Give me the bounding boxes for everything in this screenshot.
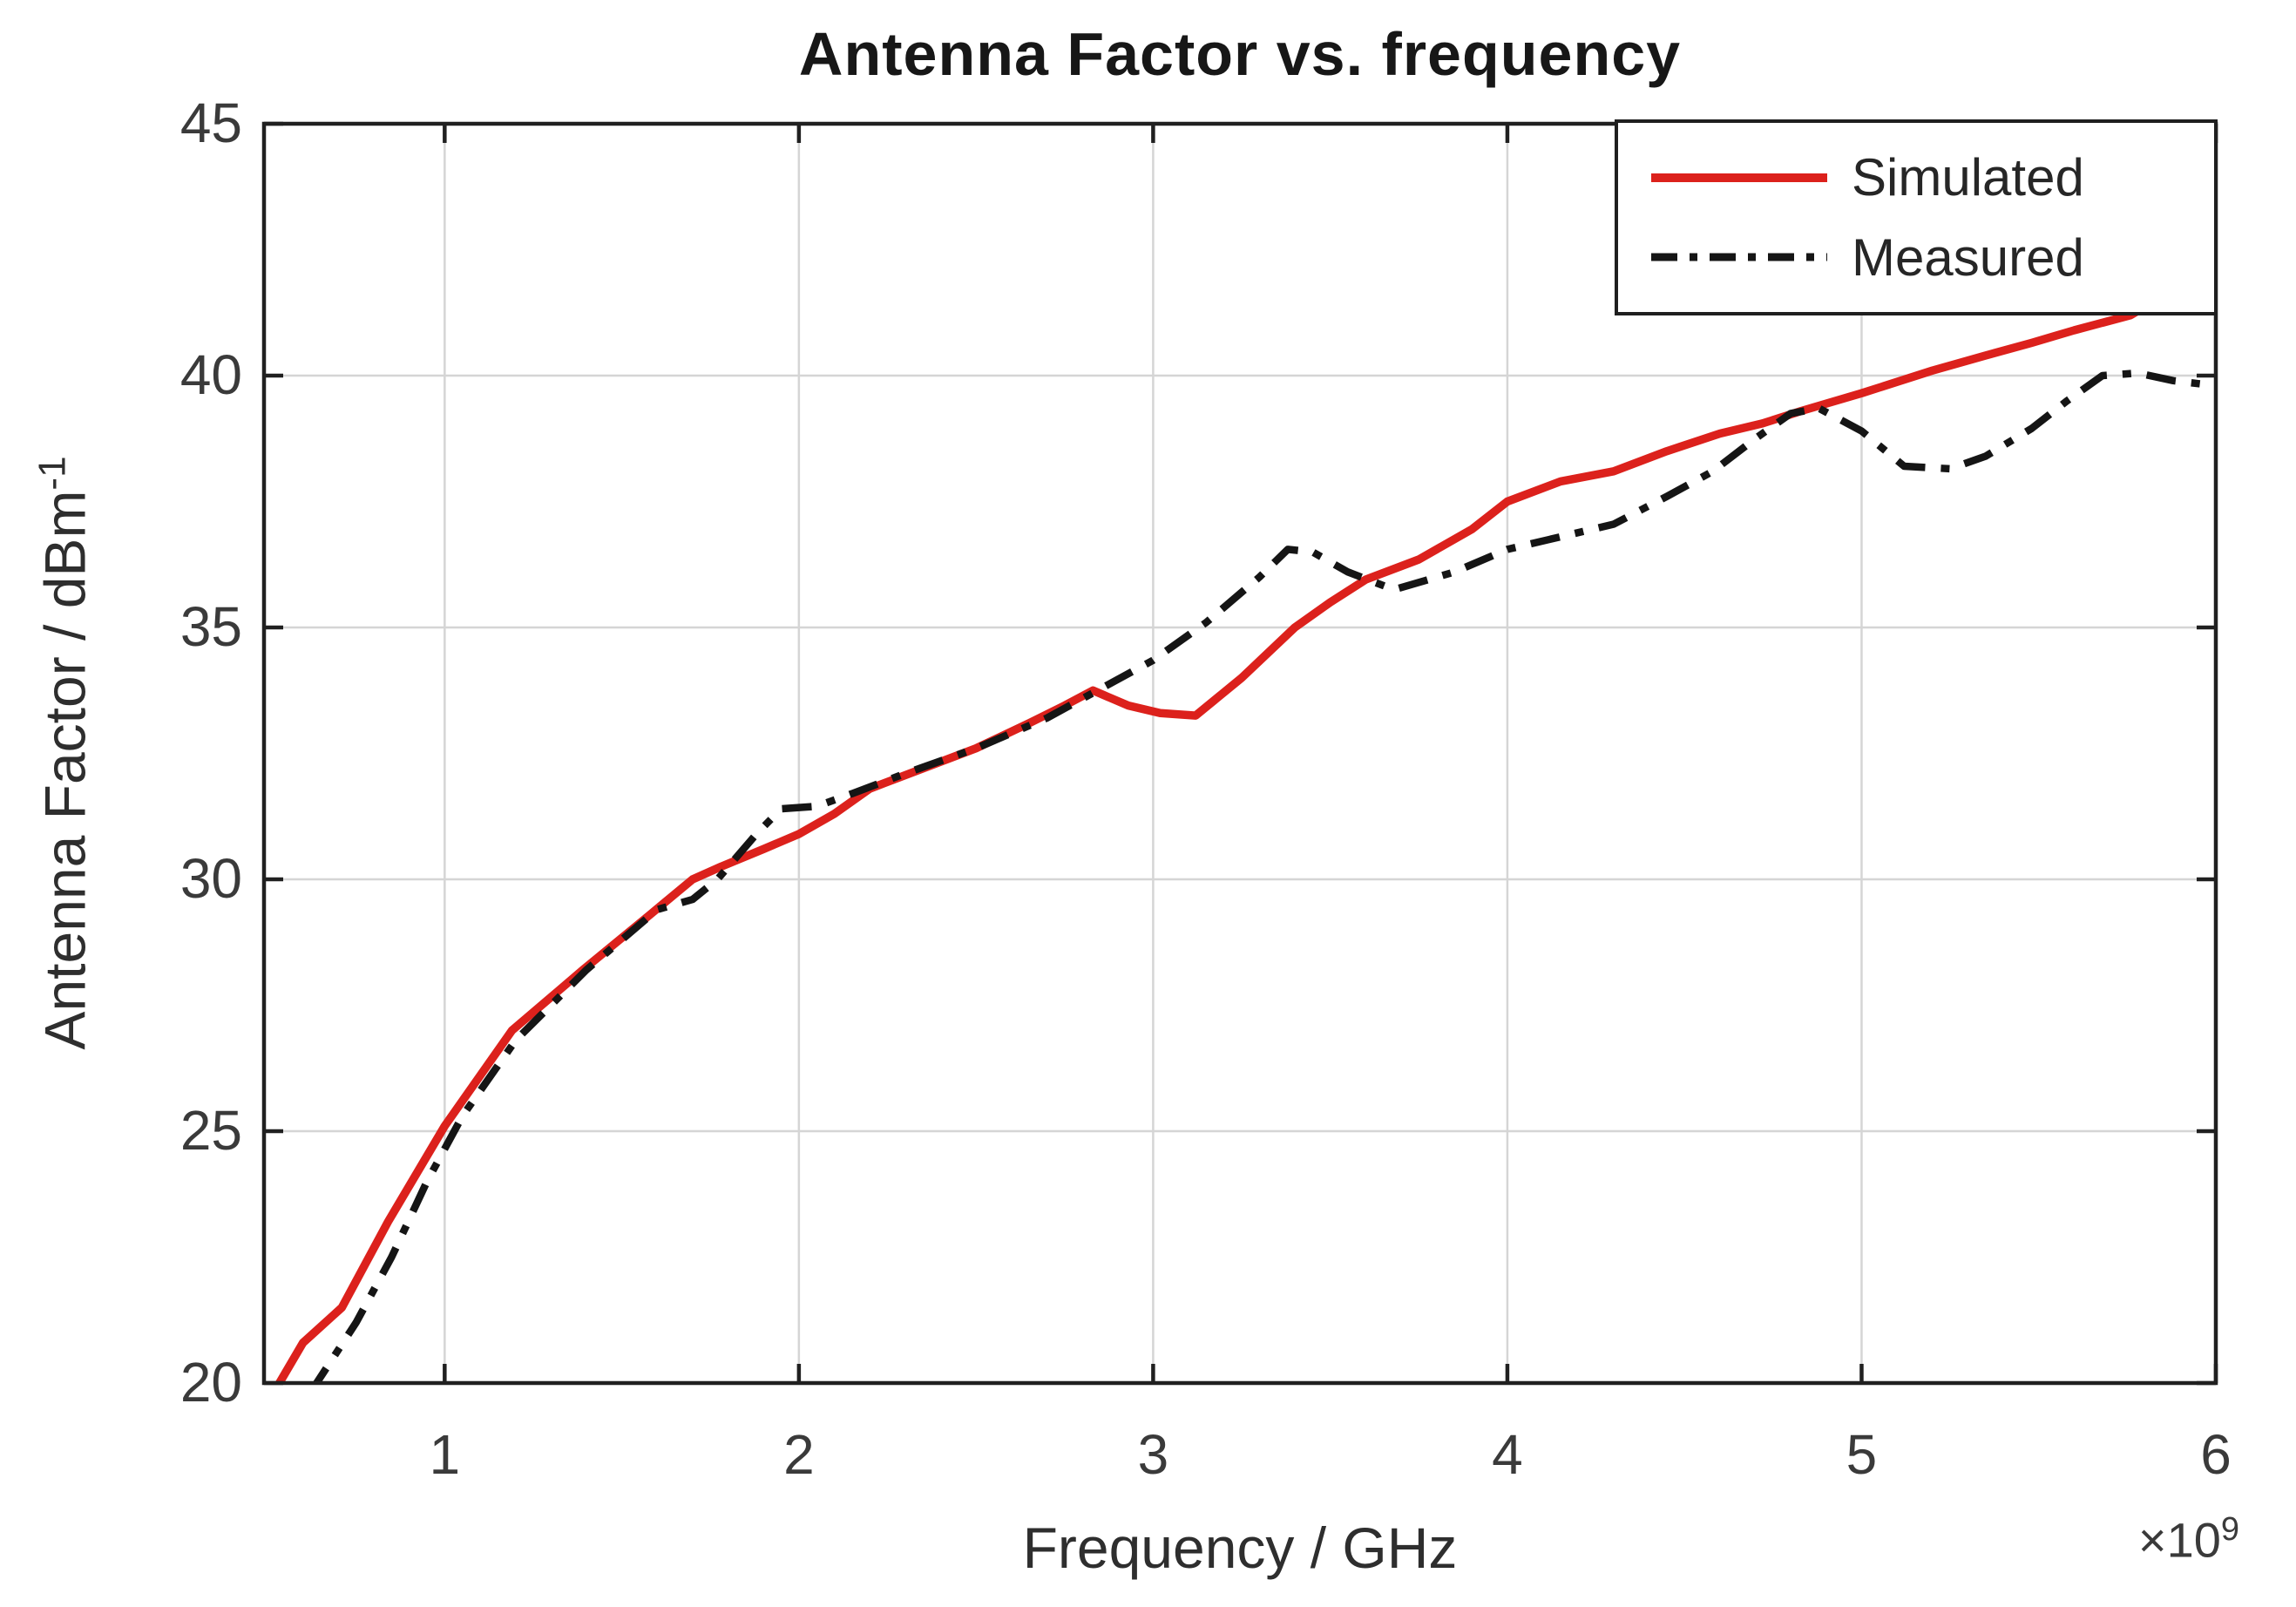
series-line-simulated <box>274 261 2216 1383</box>
series-line-measured <box>312 369 2216 1383</box>
x-tick-label: 5 <box>1846 1423 1878 1486</box>
legend-item-measured: Measured <box>1648 227 2214 288</box>
legend: Simulated Measured <box>1615 119 2218 315</box>
x-tick-label: 4 <box>1492 1423 1523 1486</box>
x-tick-label: 6 <box>2200 1423 2232 1486</box>
x-tick-label: 1 <box>429 1423 461 1486</box>
x-tick-label: 2 <box>783 1423 815 1486</box>
x-axis-multiplier-base: ×10 <box>2137 1512 2221 1568</box>
y-axis-label-text: Antenna Factor / dBm <box>32 490 98 1050</box>
y-tick-label: 35 <box>179 595 242 658</box>
x-tick-label: 3 <box>1137 1423 1169 1486</box>
axes-box <box>261 121 2218 1386</box>
y-tick-label: 25 <box>179 1099 242 1162</box>
y-axis-label-exponent: -1 <box>30 456 74 491</box>
y-tick-label: 30 <box>179 847 242 910</box>
chart-title: Antenna Factor vs. frequency <box>798 20 1682 88</box>
legend-label-simulated: Simulated <box>1852 148 2084 207</box>
y-tick-label: 40 <box>179 343 242 406</box>
y-tick-label: 20 <box>179 1351 242 1414</box>
plot-background <box>264 124 2216 1383</box>
y-axis-label: Antenna Factor / dBm-1 <box>31 456 98 1049</box>
x-axis-label: Frequency / GHz <box>1022 1515 1458 1580</box>
series-layer <box>274 261 2216 1383</box>
x-axis-multiplier-exponent: 9 <box>2220 1511 2239 1548</box>
legend-label-measured: Measured <box>1852 227 2084 287</box>
simulated-line-swatch <box>1651 173 1827 182</box>
y-tick-label: 45 <box>179 92 242 154</box>
legend-item-simulated: Simulated <box>1648 147 2214 207</box>
x-axis-multiplier: ×109 <box>1995 1511 2239 1569</box>
measured-line-swatch <box>1651 253 1827 261</box>
